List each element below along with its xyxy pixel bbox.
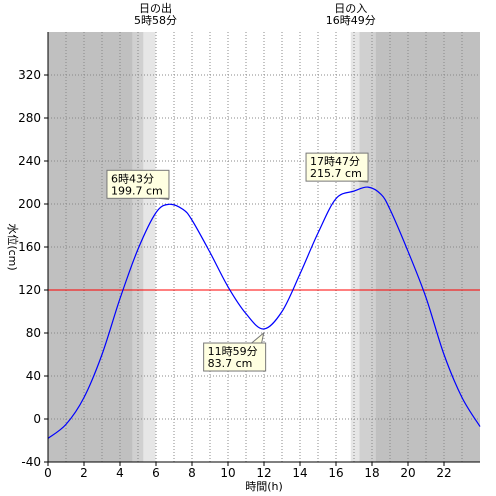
x-axis-title: 時間(h) — [245, 480, 283, 493]
y-axis-ticks: -40 0 40 80 120 160 200 240 280 320 — [18, 68, 48, 469]
sunset-label: 日の入 — [334, 2, 367, 15]
x-tick-label: 12 — [256, 466, 271, 480]
x-axis-ticks: 0 2 4 6 8 10 12 14 16 18 20 22 — [44, 462, 452, 480]
x-tick-label: 20 — [400, 466, 415, 480]
y-tick-label: 0 — [33, 412, 41, 426]
y-tick-label: 320 — [18, 68, 41, 82]
shade-band-5 — [375, 32, 480, 462]
x-tick-label: 10 — [220, 466, 235, 480]
shade-band-2 — [143, 32, 156, 462]
x-tick-label: 4 — [116, 466, 124, 480]
callout-pointer — [357, 180, 369, 183]
callout-box — [305, 152, 369, 182]
x-tick-label: 16 — [328, 466, 343, 480]
sunset-time: 16時49分 — [326, 14, 376, 27]
y-tick-label: 280 — [18, 111, 41, 125]
sunrise-label: 日の出 — [139, 1, 172, 15]
callout-pointer — [250, 331, 265, 344]
y-tick-label: 40 — [26, 369, 41, 383]
x-tick-label: 18 — [364, 466, 379, 480]
x-tick-label: 6 — [152, 466, 160, 480]
callout-time: 6時43分 — [111, 172, 154, 185]
y-tick-label: 120 — [18, 283, 41, 297]
callout-box — [203, 342, 267, 372]
x-tick-label: 2 — [80, 466, 88, 480]
x-tick-label: 8 — [188, 466, 196, 480]
callout-box — [106, 169, 170, 199]
callout-time: 11時59分 — [208, 345, 258, 358]
callout-pointer — [158, 197, 170, 200]
x-tick-label: 14 — [292, 466, 307, 480]
y-tick-label: 80 — [26, 326, 41, 340]
x-tick-label: 0 — [44, 466, 52, 480]
callout-value: 215.7 cm — [310, 167, 362, 180]
y-tick-label: 240 — [18, 154, 41, 168]
y-tick-label: 200 — [18, 197, 41, 211]
sunrise-time: 5時58分 — [134, 14, 177, 27]
y-axis-title: 水位(cm) — [6, 223, 20, 270]
callout-time: 17時47分 — [310, 155, 360, 168]
tide-line — [47, 186, 481, 439]
y-tick-label: 160 — [18, 240, 41, 254]
series-group — [47, 186, 481, 439]
callout-value: 83.7 cm — [208, 357, 253, 370]
shade-band-3 — [350, 32, 360, 462]
shade-band-4 — [359, 32, 376, 462]
y-tick-label: -40 — [21, 455, 41, 469]
callout-value: 199.7 cm — [111, 184, 163, 197]
x-tick-label: 22 — [436, 466, 451, 480]
